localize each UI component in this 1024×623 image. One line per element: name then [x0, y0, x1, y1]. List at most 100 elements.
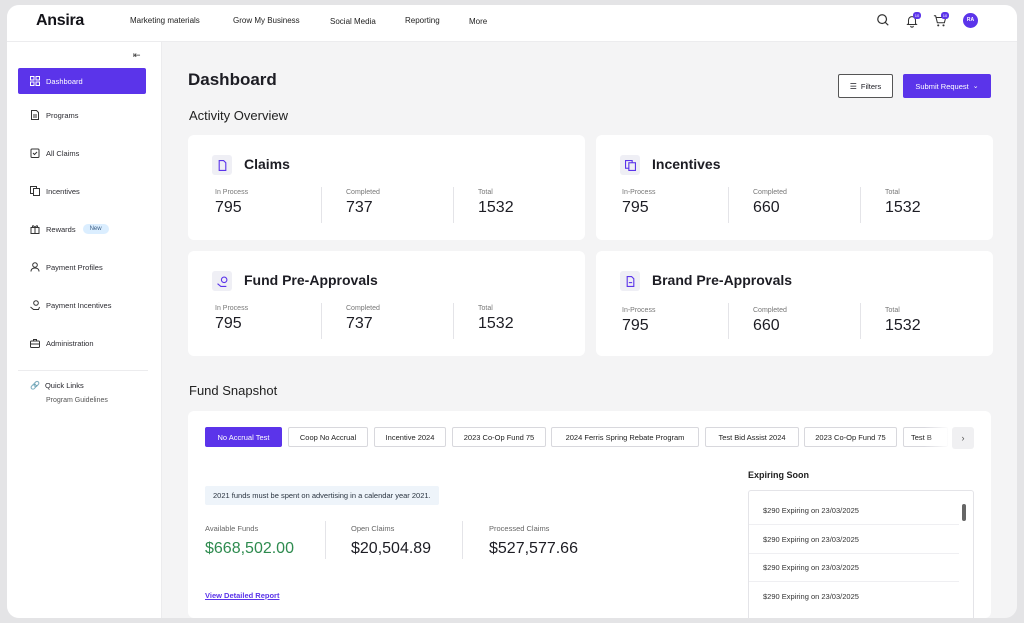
- coins-icon: [212, 271, 232, 291]
- app-window: Ansira Marketing materials Grow My Busin…: [7, 5, 1017, 618]
- submit-request-label: Submit Request: [915, 81, 969, 91]
- stat-value: 737: [346, 315, 373, 332]
- divider: [749, 553, 959, 554]
- stat-value: 795: [622, 317, 649, 334]
- stat-label: Total: [478, 305, 493, 312]
- sidebar-item-label: Payment Profiles: [46, 262, 103, 272]
- stat-value: 795: [215, 199, 242, 216]
- sidebar-item-payment-profiles[interactable]: Payment Profiles: [18, 254, 146, 280]
- submit-request-button[interactable]: Submit Request ⌄: [903, 74, 991, 98]
- divider: [325, 521, 326, 559]
- search-icon[interactable]: [876, 13, 892, 29]
- sidebar-item-programs[interactable]: Programs: [18, 102, 146, 128]
- list-item: $290 Expiring on 23/03/2025: [763, 563, 859, 572]
- nav-reporting[interactable]: Reporting: [405, 16, 440, 25]
- nav-grow-my-business[interactable]: Grow My Business: [233, 16, 300, 25]
- tab-test-bid-assist-2024[interactable]: Test Bid Assist 2024: [705, 427, 799, 447]
- tab-2023-co-op-fund-75-second[interactable]: 2023 Co-Op Fund 75: [804, 427, 897, 447]
- tab-no-accrual-test[interactable]: No Accrual Test: [205, 427, 282, 447]
- notification-bell-icon[interactable]: 10: [905, 12, 921, 30]
- expiring-soon-title: Expiring Soon: [748, 470, 810, 480]
- stat-label: Total: [885, 307, 900, 314]
- divider: [321, 187, 322, 223]
- cart-icon[interactable]: 10: [933, 12, 949, 30]
- stat-value: 660: [753, 317, 780, 334]
- checklist-icon: [30, 148, 41, 159]
- processed-claims-value: $527,577.66: [489, 540, 578, 557]
- sidebar-item-label: Rewards: [46, 224, 76, 234]
- sidebar-item-administration[interactable]: Administration: [18, 330, 146, 356]
- divider: [860, 303, 861, 339]
- collapse-sidebar-icon[interactable]: ⇤: [133, 50, 141, 60]
- sidebar-item-label: Dashboard: [46, 76, 83, 86]
- nav-marketing-materials[interactable]: Marketing materials: [130, 16, 200, 25]
- available-funds-value: $668,502.00: [205, 540, 294, 557]
- list-item: $290 Expiring on 23/03/2025: [763, 506, 859, 515]
- stat-label: In Process: [215, 189, 249, 196]
- card-title: Fund Pre-Approvals: [244, 272, 378, 288]
- fund-snapshot-panel: No Accrual Test Coop No Accrual Incentiv…: [188, 411, 991, 618]
- stat-label: In-Process: [622, 189, 656, 196]
- hand-coin-icon: [30, 299, 41, 311]
- scrollbar-thumb[interactable]: [962, 504, 966, 521]
- tab-coop-no-accrual[interactable]: Coop No Accrual: [288, 427, 368, 447]
- quick-links-label: Quick Links: [44, 381, 84, 390]
- filters-button[interactable]: ☰ Filters: [838, 74, 893, 98]
- nav-social-media[interactable]: Social Media: [330, 17, 376, 26]
- page-title: Dashboard: [188, 70, 277, 89]
- cart-count-badge: 10: [941, 12, 949, 19]
- activity-overview-title: Activity Overview: [189, 108, 288, 123]
- sidebar-item-rewards[interactable]: Rewards New: [18, 216, 146, 242]
- ansira-logo[interactable]: Ansira: [36, 12, 84, 29]
- document-icon: [620, 271, 640, 291]
- tab-incentive-2024[interactable]: Incentive 2024: [374, 427, 446, 447]
- card-title: Incentives: [652, 156, 721, 172]
- stat-label: Completed: [753, 189, 787, 196]
- tab-2024-ferris-spring-rebate-program[interactable]: 2024 Ferris Spring Rebate Program: [551, 427, 699, 447]
- sidebar-item-dashboard[interactable]: Dashboard: [18, 68, 146, 94]
- user-avatar[interactable]: RA: [963, 13, 978, 28]
- stat-value: 660: [753, 199, 780, 216]
- sidebar-item-payment-incentives[interactable]: Payment Incentives: [18, 292, 146, 318]
- quick-links[interactable]: 🔗 Quick Links: [30, 381, 84, 390]
- stat-label: In-Process: [622, 307, 656, 314]
- stat-value: 795: [622, 199, 649, 216]
- fund-snapshot-title: Fund Snapshot: [189, 383, 278, 398]
- user-icon: [30, 261, 41, 273]
- stat-value: 1532: [885, 199, 921, 216]
- open-claims-value: $20,504.89: [351, 540, 432, 557]
- divider: [728, 187, 729, 223]
- view-detailed-report-link[interactable]: View Detailed Report: [205, 591, 280, 600]
- new-badge: New: [82, 224, 109, 234]
- divider: [453, 303, 454, 339]
- divider: [453, 187, 454, 223]
- available-funds-label: Available Funds: [205, 524, 259, 533]
- program-guidelines-link[interactable]: Program Guidelines: [46, 397, 108, 404]
- sidebar-divider: [18, 370, 148, 371]
- link-icon: 🔗: [30, 381, 40, 390]
- stat-value: 1532: [478, 199, 514, 216]
- sidebar-item-label: Incentives: [46, 186, 80, 196]
- stat-label: Total: [885, 189, 900, 196]
- stat-value: 795: [215, 315, 242, 332]
- filters-label: Filters: [860, 81, 882, 91]
- claims-card: Claims In Process 795 Completed 737 Total 1…: [188, 135, 585, 240]
- open-claims-label: Open Claims: [351, 524, 395, 533]
- stat-label: Total: [478, 189, 493, 196]
- sidebar-item-incentives[interactable]: Incentives: [18, 178, 146, 204]
- filter-icon: ☰: [849, 81, 857, 91]
- tabs-fade: [924, 425, 950, 451]
- claims-icon: [212, 155, 232, 175]
- expiring-soon-list[interactable]: $290 Expiring on 23/03/2025 $290 Expirin…: [748, 490, 974, 618]
- stat-label: Completed: [753, 307, 787, 314]
- notification-count-badge: 10: [913, 12, 921, 19]
- stat-value: 1532: [885, 317, 921, 334]
- document-icon: [30, 109, 41, 121]
- nav-more[interactable]: More: [469, 17, 488, 26]
- incentives-icon: [620, 155, 640, 175]
- chevron-right-icon[interactable]: ›: [952, 427, 974, 449]
- sidebar-item-all-claims[interactable]: All Claims: [18, 140, 146, 166]
- briefcase-icon: [30, 338, 41, 349]
- tab-2023-co-op-fund-75[interactable]: 2023 Co-Op Fund 75: [452, 427, 546, 447]
- divider: [728, 303, 729, 339]
